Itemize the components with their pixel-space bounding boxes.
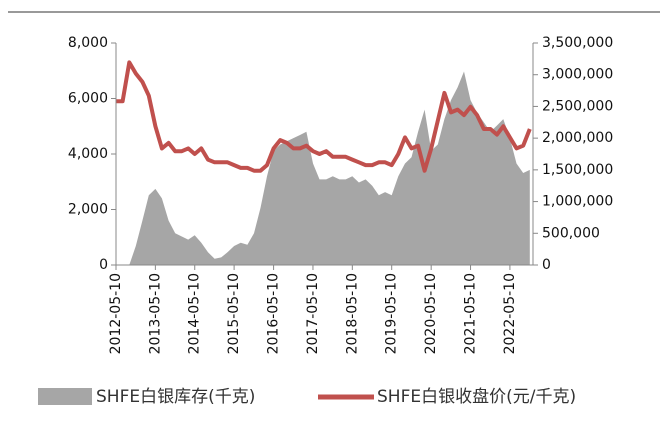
y2-tick-label: 3,000,000 [542, 67, 613, 83]
line [116, 60, 532, 173]
y2-tick-label: 1,000,000 [542, 194, 613, 210]
area [116, 71, 530, 265]
y-tick-label: 6,000 [68, 91, 108, 107]
y-tick-label: 2,000 [68, 202, 108, 218]
y2-tick-label: 1,500,000 [542, 162, 613, 178]
y2-tick-label: 2,500,000 [542, 98, 613, 114]
x-tick-label: 2018-05-10 [344, 273, 360, 354]
y-tick-label: 4,000 [68, 146, 108, 162]
y2-tick-label: 3,500,000 [542, 35, 613, 51]
legend-swatch [38, 388, 92, 405]
legend-label: SHFE白银库存(千克) [96, 387, 255, 407]
y2-tick-label: 2,000,000 [542, 130, 613, 146]
x-tick-label: 2016-05-10 [266, 273, 282, 354]
x-tick-label: 2012-05-10 [108, 273, 124, 354]
x-tick-label: 2020-05-10 [423, 273, 439, 354]
x-tick-label: 2013-05-10 [147, 273, 163, 354]
x-tick-label: 2017-05-10 [305, 273, 321, 354]
x-tick-label: 2014-05-10 [187, 273, 203, 354]
x-tick-label: 2022-05-10 [502, 273, 518, 354]
x-tick-label: 2015-05-10 [226, 273, 242, 354]
x-tick-label: 2021-05-10 [463, 273, 479, 354]
y-tick-label: 0 [99, 257, 108, 273]
legend-label: SHFE白银收盘价(元/千克) [377, 387, 576, 407]
x-tick-label: 2019-05-10 [384, 273, 400, 354]
y-tick-label: 8,000 [68, 35, 108, 51]
y2-tick-label: 500,000 [542, 225, 600, 241]
y2-tick-label: 0 [542, 257, 551, 273]
